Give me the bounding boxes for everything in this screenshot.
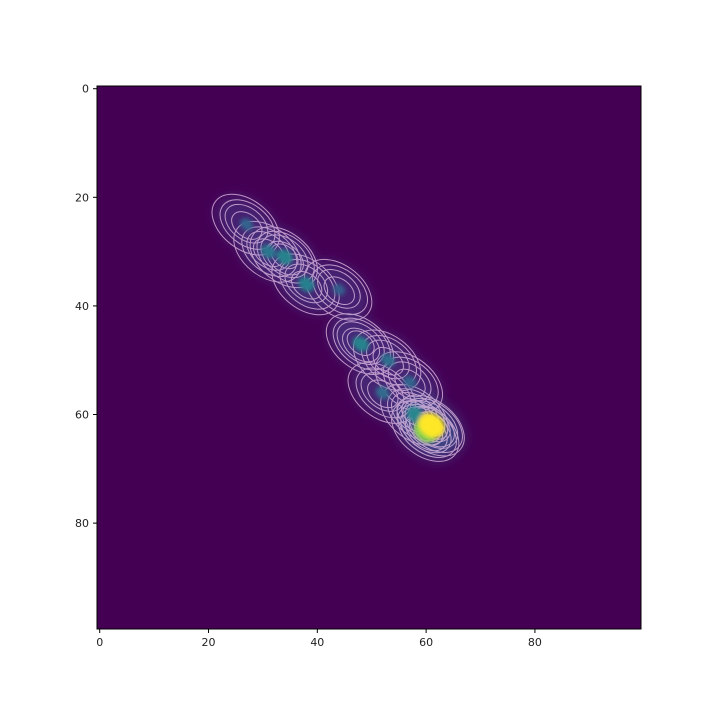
contour-ring-4-3 xyxy=(323,276,355,305)
x-tick-label-0: 0 xyxy=(96,636,103,649)
contour-ring-11-0 xyxy=(396,394,465,457)
contour-ring-2-0 xyxy=(249,226,318,289)
density-peak-1 xyxy=(260,244,276,259)
y-tick-label-4: 80 xyxy=(75,517,89,530)
density-peak-4 xyxy=(332,283,346,296)
contour-ring-7-3 xyxy=(367,379,399,409)
contour-ring-6-3 xyxy=(372,346,404,376)
x-tick-label-4: 80 xyxy=(528,636,542,649)
contour-ring-3-0 xyxy=(271,253,340,316)
contour-ring-0-0 xyxy=(211,193,280,256)
contour-ring-8-0 xyxy=(374,351,443,413)
x-tick-label-3: 60 xyxy=(419,636,433,649)
contour-ring-5-3 xyxy=(342,327,381,363)
density-peak-3 xyxy=(298,276,315,292)
contour-ring-1-2 xyxy=(246,231,290,271)
density-peak-6 xyxy=(380,353,396,367)
contour-ring-11-2 xyxy=(404,400,459,449)
x-tick-label-1: 20 xyxy=(202,636,216,649)
density-peak-5 xyxy=(352,336,369,352)
contour-ring-0-1 xyxy=(219,199,276,250)
contour-ring-4-2 xyxy=(317,269,361,309)
contour-ring-8-3 xyxy=(394,368,426,398)
contour-ring-0-3 xyxy=(231,211,263,240)
density-peak-8 xyxy=(403,375,417,389)
density-peak-0 xyxy=(240,218,254,231)
y-axis: 0 20 40 60 80 xyxy=(75,83,97,530)
density-peak-2 xyxy=(276,249,293,265)
y-tick-label-1: 20 xyxy=(75,191,89,204)
contour-ring-4-0 xyxy=(304,258,373,321)
density-peak-7 xyxy=(375,386,390,400)
contour-ring-5-4 xyxy=(346,330,375,356)
peak-layer xyxy=(240,218,445,443)
y-tick-label-2: 40 xyxy=(75,300,89,313)
contour-ring-2-1 xyxy=(256,230,315,284)
plot-frame xyxy=(96,85,642,630)
contour-ring-3-3 xyxy=(290,270,323,300)
y-tick-label-3: 60 xyxy=(75,409,89,422)
contour-ring-4-1 xyxy=(312,264,368,316)
x-axis: 0 20 40 60 80 xyxy=(96,629,542,649)
x-tick-label-2: 40 xyxy=(310,636,324,649)
y-tick-label-0: 0 xyxy=(82,83,89,96)
density-peak-11 xyxy=(418,412,445,438)
contour-ring-11-1 xyxy=(402,397,463,454)
